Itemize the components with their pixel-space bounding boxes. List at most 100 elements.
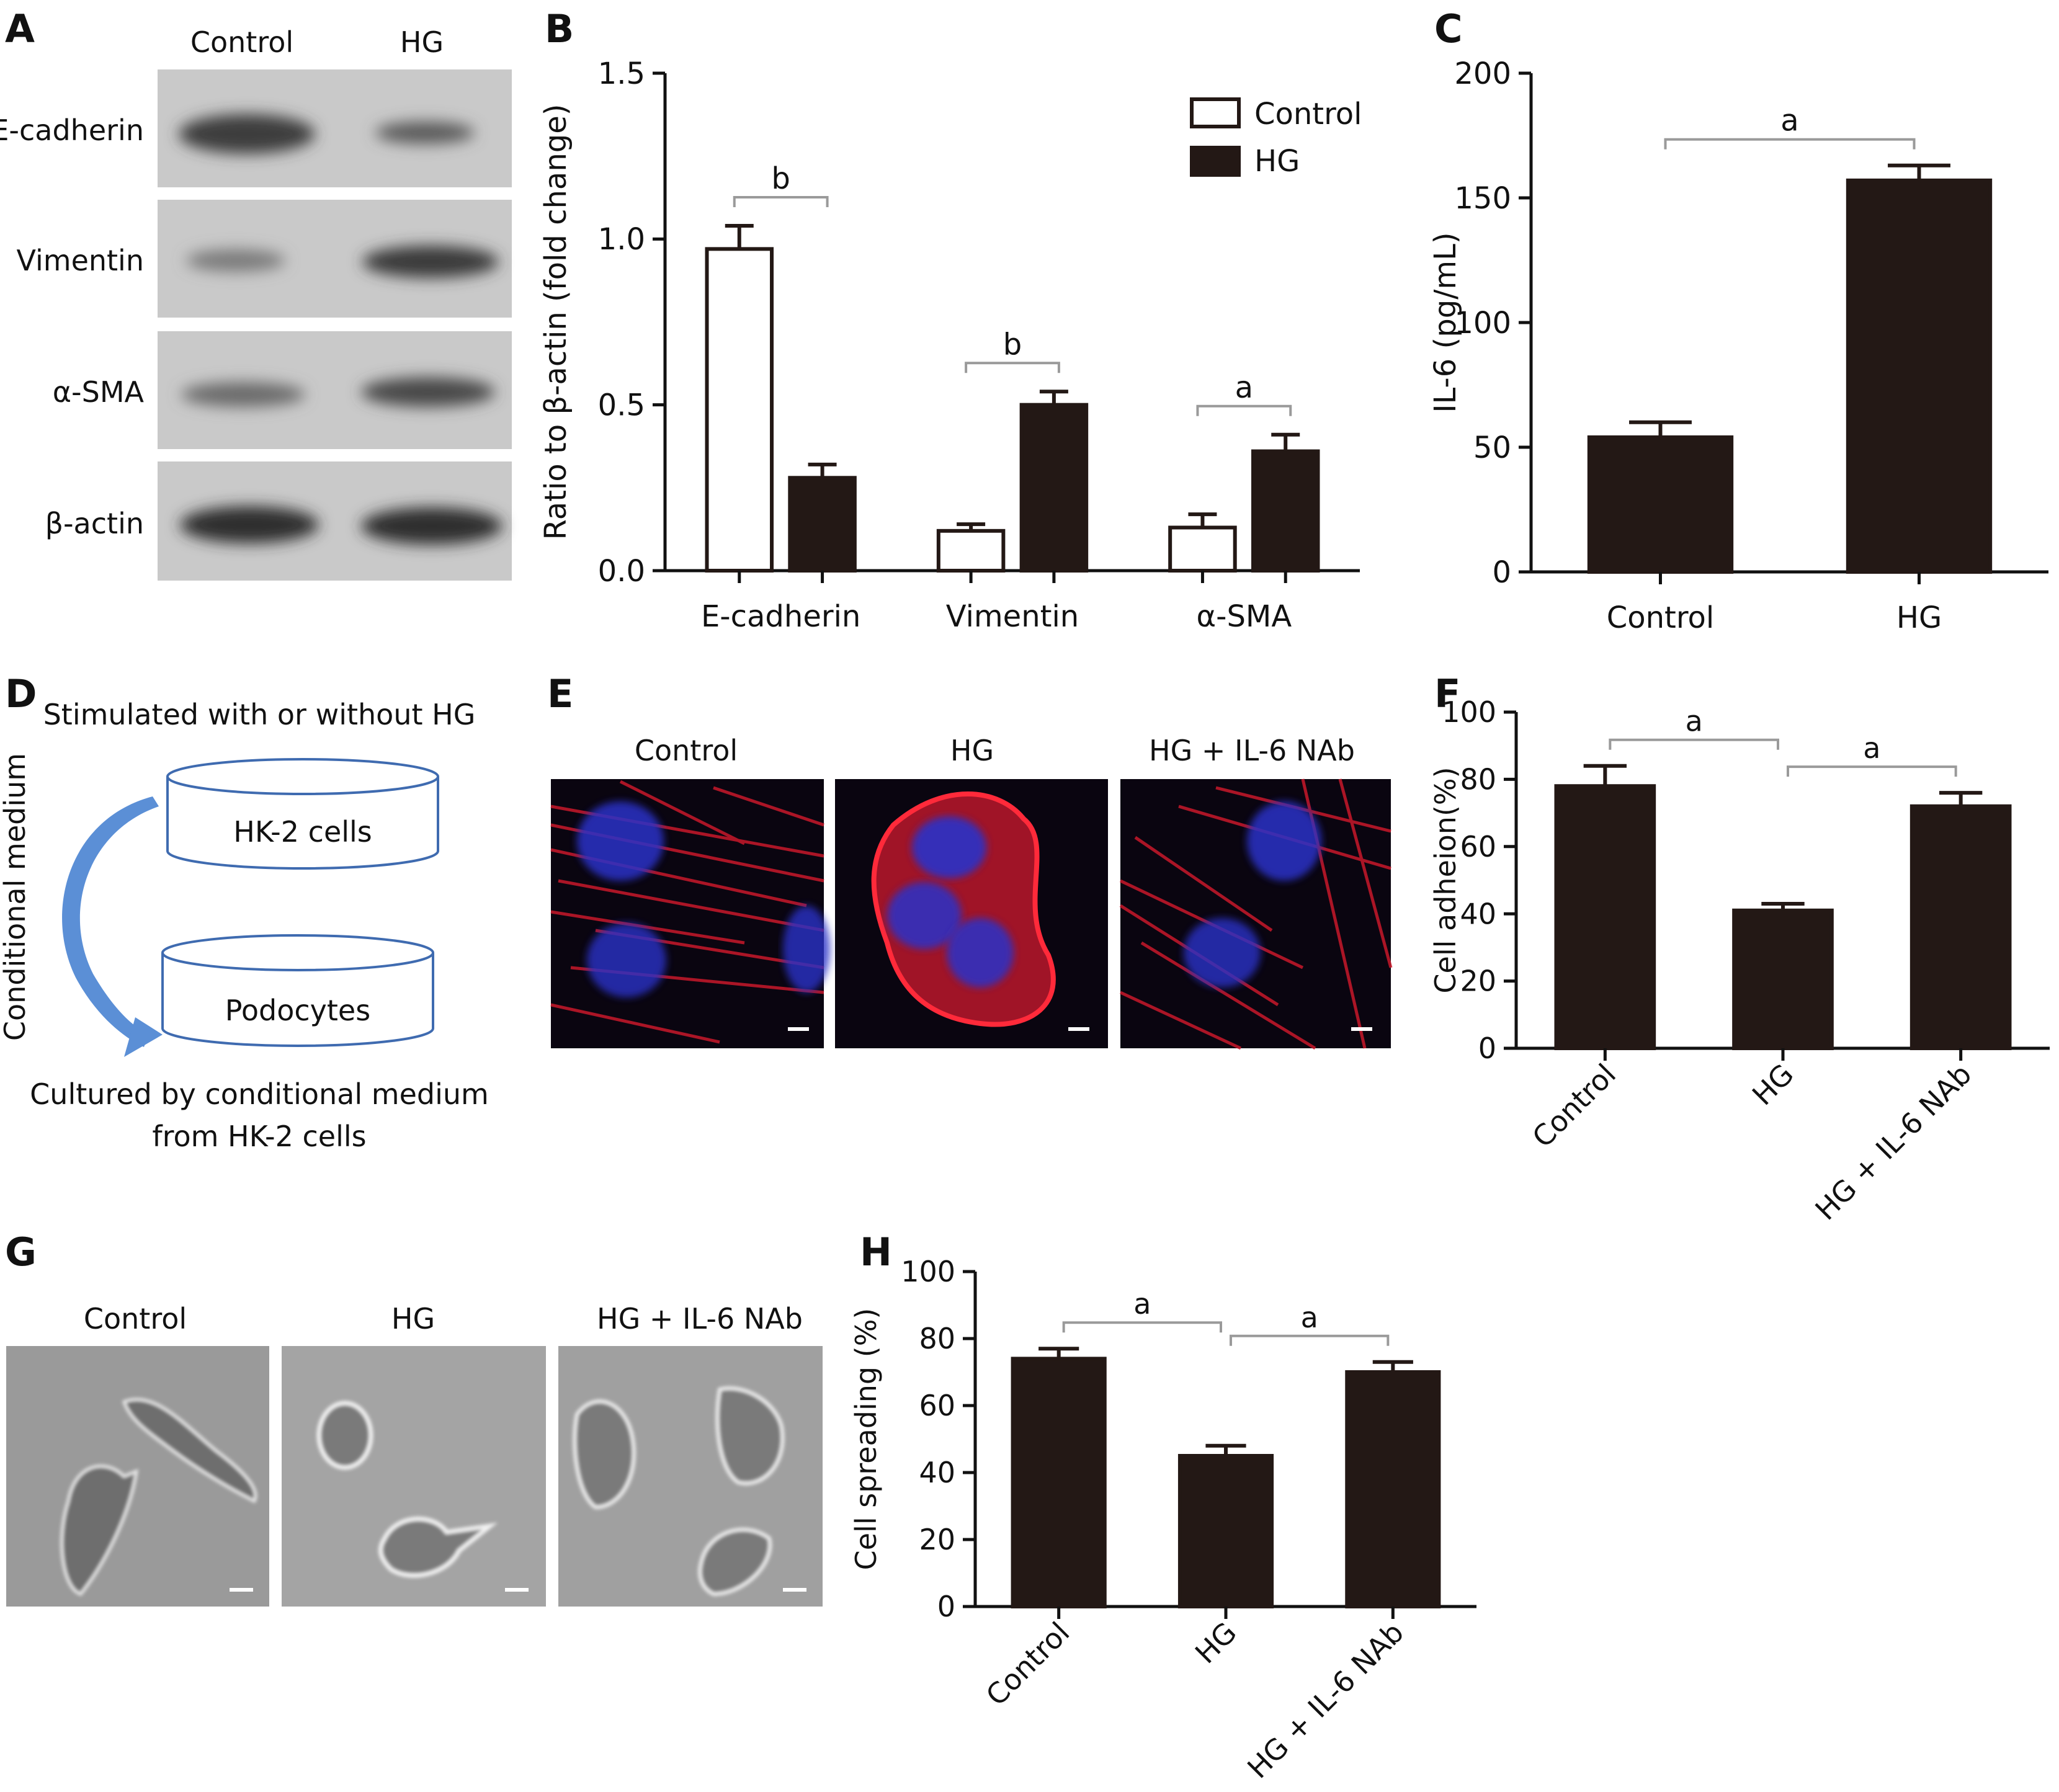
dish-body	[166, 777, 439, 870]
legend-label-control: Control	[1254, 97, 1362, 132]
bar-value-1	[1846, 178, 1993, 574]
y-tick-label: 60	[919, 1389, 955, 1422]
x-tick-label: Vimentin	[946, 599, 1079, 634]
schematic-bottom-text-1: Cultured by conditional medium	[30, 1077, 489, 1111]
bar-value-0	[1011, 1357, 1107, 1608]
panel-b: B 0.0 0.5 1.0 1.5 Ratio to β-actin (fold cha…	[538, 6, 1362, 634]
x-tick-label: E-cadherin	[701, 599, 860, 634]
panel-f-letter: F	[1434, 671, 1460, 716]
significance-label: a	[1301, 1301, 1318, 1334]
dish-rim	[166, 758, 439, 795]
row-label-e-cadherin: E-cadherin	[0, 114, 144, 147]
dish-hk2-label: HK-2 cells	[233, 815, 372, 849]
scale-bar	[230, 1588, 253, 1592]
panel-e: E Control HG HG + IL-6 NAb	[547, 671, 1393, 1050]
blot-row-alpha-sma: α-SMA	[53, 331, 512, 449]
fluor-label-control: Control	[635, 734, 738, 767]
significance-bracket	[733, 195, 829, 207]
blot-band	[179, 114, 315, 154]
y-tick-label: 20	[919, 1523, 955, 1556]
nucleus	[912, 816, 986, 878]
chart-b: 0.0 0.5 1.0 1.5 Ratio to β-actin (fold chang…	[538, 56, 1360, 634]
y-tick-label: 100	[1454, 306, 1511, 341]
row-label-beta-actin: β-actin	[45, 507, 144, 540]
fluor-label-hg-il6: HG + IL-6 NAb	[1149, 734, 1355, 767]
bar-control-2	[1168, 525, 1237, 573]
significance-bracket	[1787, 765, 1957, 777]
significance-bracket	[1609, 738, 1779, 750]
y-tick-label: 100	[1442, 695, 1496, 729]
row-label-vimentin: Vimentin	[17, 244, 144, 277]
bar-hg-0	[788, 476, 857, 573]
significance-label: b	[1003, 327, 1022, 362]
y-axis-label: IL-6 (pg/mL)	[1428, 232, 1463, 412]
nucleus	[783, 906, 830, 992]
x-tick-label: HG	[1896, 600, 1942, 635]
cell-shape	[60, 1464, 139, 1596]
cell-shape	[715, 1386, 785, 1486]
x-tick-label: HG	[1746, 1058, 1800, 1112]
nucleus	[577, 801, 664, 881]
bar-control-0	[705, 247, 774, 573]
flow-arrow-head	[124, 1017, 163, 1057]
blot-band	[186, 249, 285, 272]
x-tick-label: Control	[980, 1616, 1076, 1713]
legend-swatch-control	[1190, 97, 1241, 128]
chart-c: 0 50 100 150 200 IL-6 (pg/mL) Control HG a	[1428, 56, 2048, 635]
schematic-bottom-text-2: from HK-2 cells	[152, 1120, 366, 1153]
y-tick-label: 0	[1492, 555, 1511, 590]
bright-label-hg: HG	[391, 1302, 435, 1335]
x-tick-label: HG	[1189, 1616, 1243, 1670]
y-axis-label: Cell adheion(%)	[1429, 767, 1462, 993]
y-tick-label: 100	[901, 1255, 955, 1288]
schematic-side-text: Conditional medium	[0, 753, 32, 1041]
nucleus	[1184, 918, 1261, 987]
schematic-top-text: Stimulated with or without HG	[43, 698, 476, 731]
y-tick-label: 80	[1460, 763, 1496, 796]
blot-row-beta-actin: β-actin	[45, 461, 512, 581]
blot-row-vimentin: Vimentin	[17, 200, 512, 318]
panel-f: F 0 20 40 60 80 100 Cell adheion(%) Control HG HG…	[1429, 671, 2050, 1227]
panel-d: D Stimulated with or without HG Conditio…	[0, 671, 489, 1153]
y-axis-label: Ratio to β-actin (fold change)	[538, 104, 573, 540]
bar-hg-2	[1251, 449, 1320, 573]
significance-bracket	[1230, 1334, 1390, 1346]
panel-h: H 0 20 40 60 80 100 Cell spreading (%) Control H…	[849, 1229, 1476, 1785]
fluor-image-hg-il6	[1119, 778, 1393, 1050]
significance-bracket	[1196, 404, 1292, 416]
x-tick-label: Control	[1525, 1058, 1622, 1154]
y-tick-label: 20	[1460, 965, 1496, 998]
bright-label-control: Control	[84, 1302, 187, 1335]
panel-g-letter: G	[5, 1229, 37, 1275]
panel-c: C 0 50 100 150 200 IL-6 (pg/mL) Control HG a	[1428, 6, 2048, 635]
scale-bar	[1068, 1027, 1089, 1031]
panel-b-letter: B	[545, 6, 574, 51]
dish-rim	[161, 934, 434, 971]
bar-value-1	[1177, 1454, 1274, 1608]
scale-bar	[1351, 1027, 1372, 1031]
cell-shape	[378, 1517, 498, 1578]
significance-label: a	[1235, 370, 1253, 405]
nucleus	[947, 918, 1014, 987]
legend-label-hg: HG	[1254, 144, 1300, 179]
y-tick-label: 150	[1454, 181, 1511, 216]
bar-value-2	[1345, 1370, 1441, 1608]
dish-podocytes-label: Podocytes	[225, 994, 370, 1027]
lane-label-hg: HG	[400, 25, 444, 59]
dish-body	[161, 953, 434, 1047]
x-tick-label: α-SMA	[1196, 599, 1292, 634]
x-tick-label: HG + IL-6 NAb	[1809, 1058, 1978, 1227]
panel-a: A Control HG E-cadherin Vimentin α-SMA β…	[0, 6, 512, 581]
cell-shape	[573, 1399, 636, 1510]
significance-label: a	[1863, 731, 1880, 765]
x-tick-label: Control	[1607, 600, 1715, 635]
panel-a-letter: A	[5, 6, 35, 51]
panel-e-letter: E	[547, 671, 573, 716]
bright-image-hg	[282, 1346, 546, 1607]
scale-bar	[505, 1588, 529, 1592]
bright-label-hg-il6: HG + IL-6 NAb	[597, 1302, 803, 1335]
blot-band	[375, 122, 475, 144]
chart-h: 0 20 40 60 80 100 Cell spreading (%) Control HGH…	[849, 1255, 1476, 1785]
cell-shape	[698, 1527, 772, 1597]
